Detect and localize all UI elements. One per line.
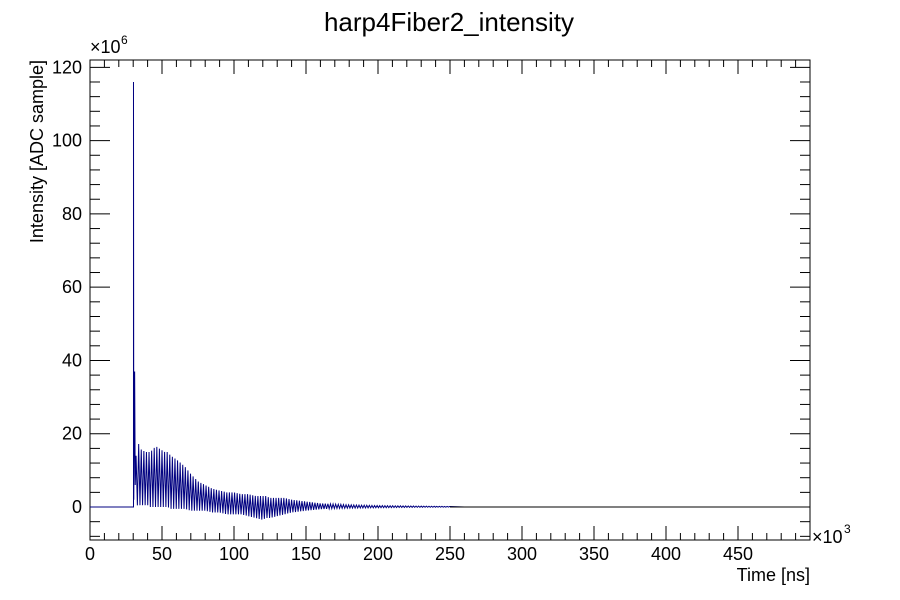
x-tick-label: 300 bbox=[507, 544, 537, 564]
y-axis-multiplier: ×10 6 bbox=[90, 33, 128, 57]
chart-title: harp4Fiber2_intensity bbox=[324, 7, 574, 37]
y-tick-label: 120 bbox=[52, 57, 82, 77]
y-axis-label: Intensity [ADC sample] bbox=[27, 60, 47, 243]
x-multiplier-base: ×10 bbox=[812, 527, 843, 547]
x-axis-label: Time [ns] bbox=[737, 565, 810, 585]
y-tick-label: 0 bbox=[72, 497, 82, 517]
x-tick-label: 200 bbox=[363, 544, 393, 564]
y-tick-label: 40 bbox=[62, 350, 82, 370]
x-tick-label: 100 bbox=[219, 544, 249, 564]
plot-frame bbox=[89, 59, 811, 541]
x-tick-label: 150 bbox=[291, 544, 321, 564]
y-tick-label: 100 bbox=[52, 131, 82, 151]
y-tick-label: 80 bbox=[62, 204, 82, 224]
y-axis-ticks: 0 20 40 60 80 100 120 bbox=[52, 57, 810, 537]
series-line bbox=[90, 81, 810, 520]
x-tick-label: 400 bbox=[651, 544, 681, 564]
y-multiplier-exponent: 6 bbox=[121, 33, 128, 47]
x-tick-label: 0 bbox=[85, 544, 95, 564]
x-tick-label: 350 bbox=[579, 544, 609, 564]
x-axis-multiplier: ×10 3 bbox=[812, 522, 851, 547]
x-axis-ticks: 0 50 100 150 200 250 300 350 400 450 bbox=[85, 60, 811, 564]
y-multiplier-base: ×10 bbox=[90, 37, 121, 57]
x-tick-label: 450 bbox=[723, 544, 753, 564]
y-tick-label: 60 bbox=[62, 277, 82, 297]
data-layer bbox=[90, 81, 810, 520]
y-tick-label: 20 bbox=[62, 424, 82, 444]
x-multiplier-exponent: 3 bbox=[844, 522, 851, 536]
plot-border bbox=[89, 59, 811, 541]
x-tick-label: 250 bbox=[435, 544, 465, 564]
x-tick-label: 50 bbox=[152, 544, 172, 564]
